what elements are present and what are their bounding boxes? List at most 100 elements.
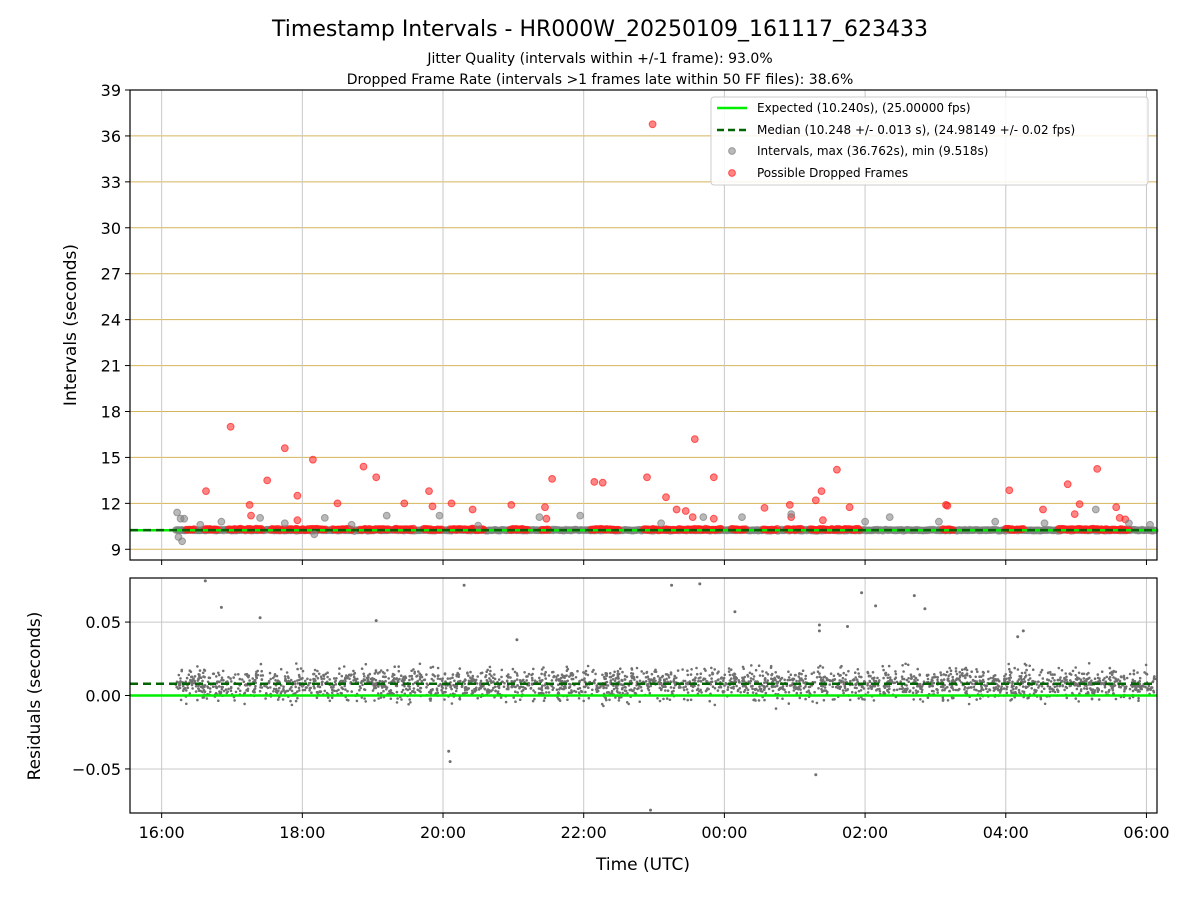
residual-outlier-point [817,629,821,633]
residual-point [203,669,207,672]
residual-point [198,674,201,678]
residual-point [986,670,990,673]
residual-point [686,691,690,694]
residual-point [793,673,797,677]
residual-point [850,690,854,694]
residual-point [222,689,226,693]
interval-point [280,519,289,528]
residual-point [617,677,620,680]
residual-point [699,672,703,675]
residual-point [1118,679,1122,683]
residual-point [660,682,663,685]
residual-point [1096,673,1100,676]
residual-point [909,673,913,676]
dropped-frame-point [709,473,718,482]
residual-point [502,685,506,688]
residual-point [1043,702,1047,706]
residual-point [247,675,250,679]
residual-point [906,663,910,667]
residual-point [315,690,319,694]
residual-point [366,679,370,683]
dropped-frame-point [672,505,681,514]
residual-point [970,686,973,689]
residual-point [761,670,764,673]
time-x-tick-label: 02:00 [842,823,888,842]
residual-point [1105,675,1109,679]
residual-point [514,700,517,703]
residual-point [1022,690,1026,694]
residual-point [514,690,517,693]
residual-point [767,687,771,691]
residual-point [578,679,581,683]
intervals-y-tick-label: 39 [101,81,121,100]
residual-point [408,698,412,701]
residual-point [904,690,908,694]
residual-point [1031,679,1034,683]
residual-point [748,671,752,675]
dropped-frame-point [542,514,551,523]
residual-point [489,679,493,682]
interval-point [256,514,265,522]
residual-point [870,687,873,691]
residual-point [483,687,487,691]
residual-point [735,677,739,680]
residual-point [690,668,693,671]
residual-point [382,685,386,688]
residual-point [918,673,922,677]
residual-point [197,687,200,691]
residual-point [269,677,273,681]
residual-point [673,674,676,678]
residual-point [820,687,823,691]
residual-point [340,674,344,678]
residual-point [371,689,375,692]
residual-point [752,675,756,678]
residual-point [932,681,936,685]
residual-point [1048,687,1051,691]
residual-point [1016,668,1020,671]
residual-point [616,669,620,673]
residual-point [177,681,180,685]
residual-point [446,677,450,680]
residual-point [1099,682,1103,686]
residual-point [775,680,779,684]
intervals-y-tick-label: 15 [101,448,121,467]
residual-point [739,691,742,694]
residual-point [197,677,200,680]
residual-point [358,688,361,692]
residual-point [1131,678,1135,682]
residual-point [1135,686,1138,689]
residual-point [441,686,445,690]
residual-point [695,666,698,670]
residual-point [757,664,761,667]
residual-point [294,685,298,689]
residual-point [556,674,560,677]
dropped-frame-point [760,504,769,512]
legend-intervals-marker [728,147,736,155]
residual-point [1065,675,1068,679]
residual-point [1053,673,1056,676]
residual-point [749,677,753,680]
residual-point [382,689,385,693]
residual-point [668,698,672,702]
residual-point [829,672,833,675]
residual-point [798,696,802,700]
residual-point [881,664,884,668]
residual-point [796,687,800,691]
residual-point [773,685,777,688]
residual-point [476,675,480,678]
residual-point [616,687,619,690]
residual-point [232,676,235,679]
residual-point [496,691,500,695]
residual-point [605,686,608,690]
residual-point [604,671,607,675]
interval-point [576,511,585,520]
residual-point [582,671,585,674]
residual-point [787,702,791,705]
residual-point [888,676,892,679]
residual-point [843,684,847,688]
residual-point [229,685,233,689]
residual-point [955,672,959,676]
residual-point [308,687,312,690]
residual-point [1152,689,1155,693]
residual-point [199,676,203,679]
